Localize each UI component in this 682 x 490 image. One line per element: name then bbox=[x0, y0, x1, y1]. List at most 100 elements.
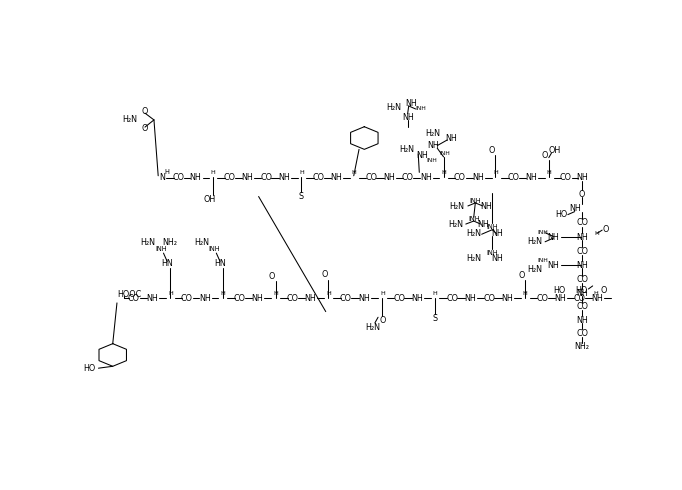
Text: NH: NH bbox=[569, 204, 580, 213]
Text: INH: INH bbox=[426, 158, 437, 163]
Text: H: H bbox=[351, 170, 356, 175]
Text: CO: CO bbox=[446, 294, 458, 303]
Text: NH: NH bbox=[576, 289, 588, 297]
Text: O: O bbox=[269, 272, 275, 281]
Text: CO: CO bbox=[576, 247, 588, 256]
Text: NH: NH bbox=[480, 202, 492, 211]
Text: HO: HO bbox=[555, 210, 567, 219]
Text: NH: NH bbox=[406, 99, 417, 108]
Text: CO: CO bbox=[224, 173, 235, 182]
Text: CO: CO bbox=[576, 275, 588, 284]
Text: O: O bbox=[542, 150, 548, 160]
Text: INH: INH bbox=[208, 246, 220, 252]
Text: CO: CO bbox=[574, 294, 585, 303]
Text: CO: CO bbox=[560, 173, 572, 182]
Text: INH: INH bbox=[155, 246, 166, 252]
Text: INH: INH bbox=[537, 258, 548, 263]
Text: NH: NH bbox=[402, 113, 413, 122]
Text: NH: NH bbox=[147, 294, 158, 303]
Text: H: H bbox=[522, 291, 527, 295]
Text: OH: OH bbox=[203, 195, 216, 204]
Text: NH: NH bbox=[554, 294, 566, 303]
Text: O: O bbox=[600, 286, 606, 294]
Text: H₂N: H₂N bbox=[122, 116, 137, 124]
Text: NH: NH bbox=[445, 134, 458, 143]
Text: NH: NH bbox=[305, 294, 316, 303]
Text: N: N bbox=[159, 173, 165, 182]
Text: H₂N: H₂N bbox=[466, 254, 481, 263]
Text: H₂N: H₂N bbox=[426, 129, 441, 138]
Text: NH: NH bbox=[492, 254, 503, 263]
Text: INH: INH bbox=[537, 230, 548, 235]
Text: CO: CO bbox=[483, 294, 495, 303]
Text: H: H bbox=[380, 291, 385, 295]
Text: INH: INH bbox=[468, 216, 479, 222]
Text: H₂N: H₂N bbox=[365, 323, 380, 332]
Text: O: O bbox=[379, 316, 385, 325]
Text: NH: NH bbox=[576, 233, 588, 242]
Text: INH: INH bbox=[439, 150, 450, 156]
Text: NH: NH bbox=[383, 173, 395, 182]
Text: H₂N: H₂N bbox=[400, 145, 415, 154]
Text: S: S bbox=[432, 314, 437, 323]
Text: HO: HO bbox=[575, 286, 587, 295]
Text: CO: CO bbox=[286, 294, 299, 303]
Text: O: O bbox=[579, 190, 585, 199]
Text: CO: CO bbox=[260, 173, 272, 182]
Text: H: H bbox=[432, 291, 437, 295]
Text: NH: NH bbox=[492, 229, 503, 238]
Text: NH₂: NH₂ bbox=[162, 238, 177, 247]
Text: NH: NH bbox=[525, 173, 537, 182]
Text: H₂N: H₂N bbox=[466, 229, 481, 238]
Text: HN: HN bbox=[162, 259, 173, 268]
Text: H: H bbox=[273, 291, 278, 295]
Text: NH: NH bbox=[472, 173, 484, 182]
Text: NH: NH bbox=[252, 294, 263, 303]
Text: NH: NH bbox=[576, 316, 588, 325]
Text: H₂N: H₂N bbox=[386, 103, 401, 112]
Text: H: H bbox=[546, 170, 551, 175]
Text: H: H bbox=[593, 291, 597, 295]
Text: O: O bbox=[488, 146, 495, 155]
Text: NH₂: NH₂ bbox=[575, 342, 589, 351]
Text: NH: NH bbox=[591, 294, 604, 303]
Text: INH: INH bbox=[486, 250, 498, 256]
Text: NH: NH bbox=[419, 173, 432, 182]
Text: O: O bbox=[518, 271, 524, 280]
Text: INH: INH bbox=[469, 198, 481, 204]
Text: S: S bbox=[299, 192, 304, 201]
Text: O: O bbox=[142, 107, 148, 116]
Text: HN: HN bbox=[214, 259, 226, 268]
Text: O: O bbox=[602, 225, 608, 234]
Text: HO: HO bbox=[84, 365, 95, 373]
Text: CO: CO bbox=[576, 329, 588, 338]
Text: CO: CO bbox=[402, 173, 414, 182]
Text: NH: NH bbox=[576, 173, 588, 182]
Text: HO: HO bbox=[553, 286, 565, 295]
Text: CO: CO bbox=[312, 173, 325, 182]
Text: NH: NH bbox=[547, 261, 559, 270]
Text: NH: NH bbox=[547, 233, 559, 242]
Text: CO: CO bbox=[537, 294, 548, 303]
Text: NH: NH bbox=[501, 294, 513, 303]
Text: CO: CO bbox=[576, 219, 588, 227]
Text: NH: NH bbox=[241, 173, 254, 182]
Text: NH: NH bbox=[190, 173, 201, 182]
Text: H: H bbox=[164, 169, 169, 175]
Text: CO: CO bbox=[365, 173, 377, 182]
Text: H: H bbox=[493, 170, 498, 175]
Text: H: H bbox=[168, 291, 173, 295]
Text: O: O bbox=[142, 124, 148, 133]
Text: CO: CO bbox=[181, 294, 193, 303]
Text: INH: INH bbox=[486, 224, 498, 230]
Text: CO: CO bbox=[454, 173, 466, 182]
Text: NH: NH bbox=[428, 141, 439, 150]
Text: CO: CO bbox=[128, 294, 140, 303]
Text: OH: OH bbox=[548, 146, 561, 155]
Text: H: H bbox=[326, 291, 331, 295]
Text: NH: NH bbox=[411, 294, 423, 303]
Text: NH: NH bbox=[576, 261, 588, 270]
Text: H: H bbox=[595, 231, 599, 236]
Text: CO: CO bbox=[234, 294, 246, 303]
Text: H₂N: H₂N bbox=[527, 237, 542, 246]
